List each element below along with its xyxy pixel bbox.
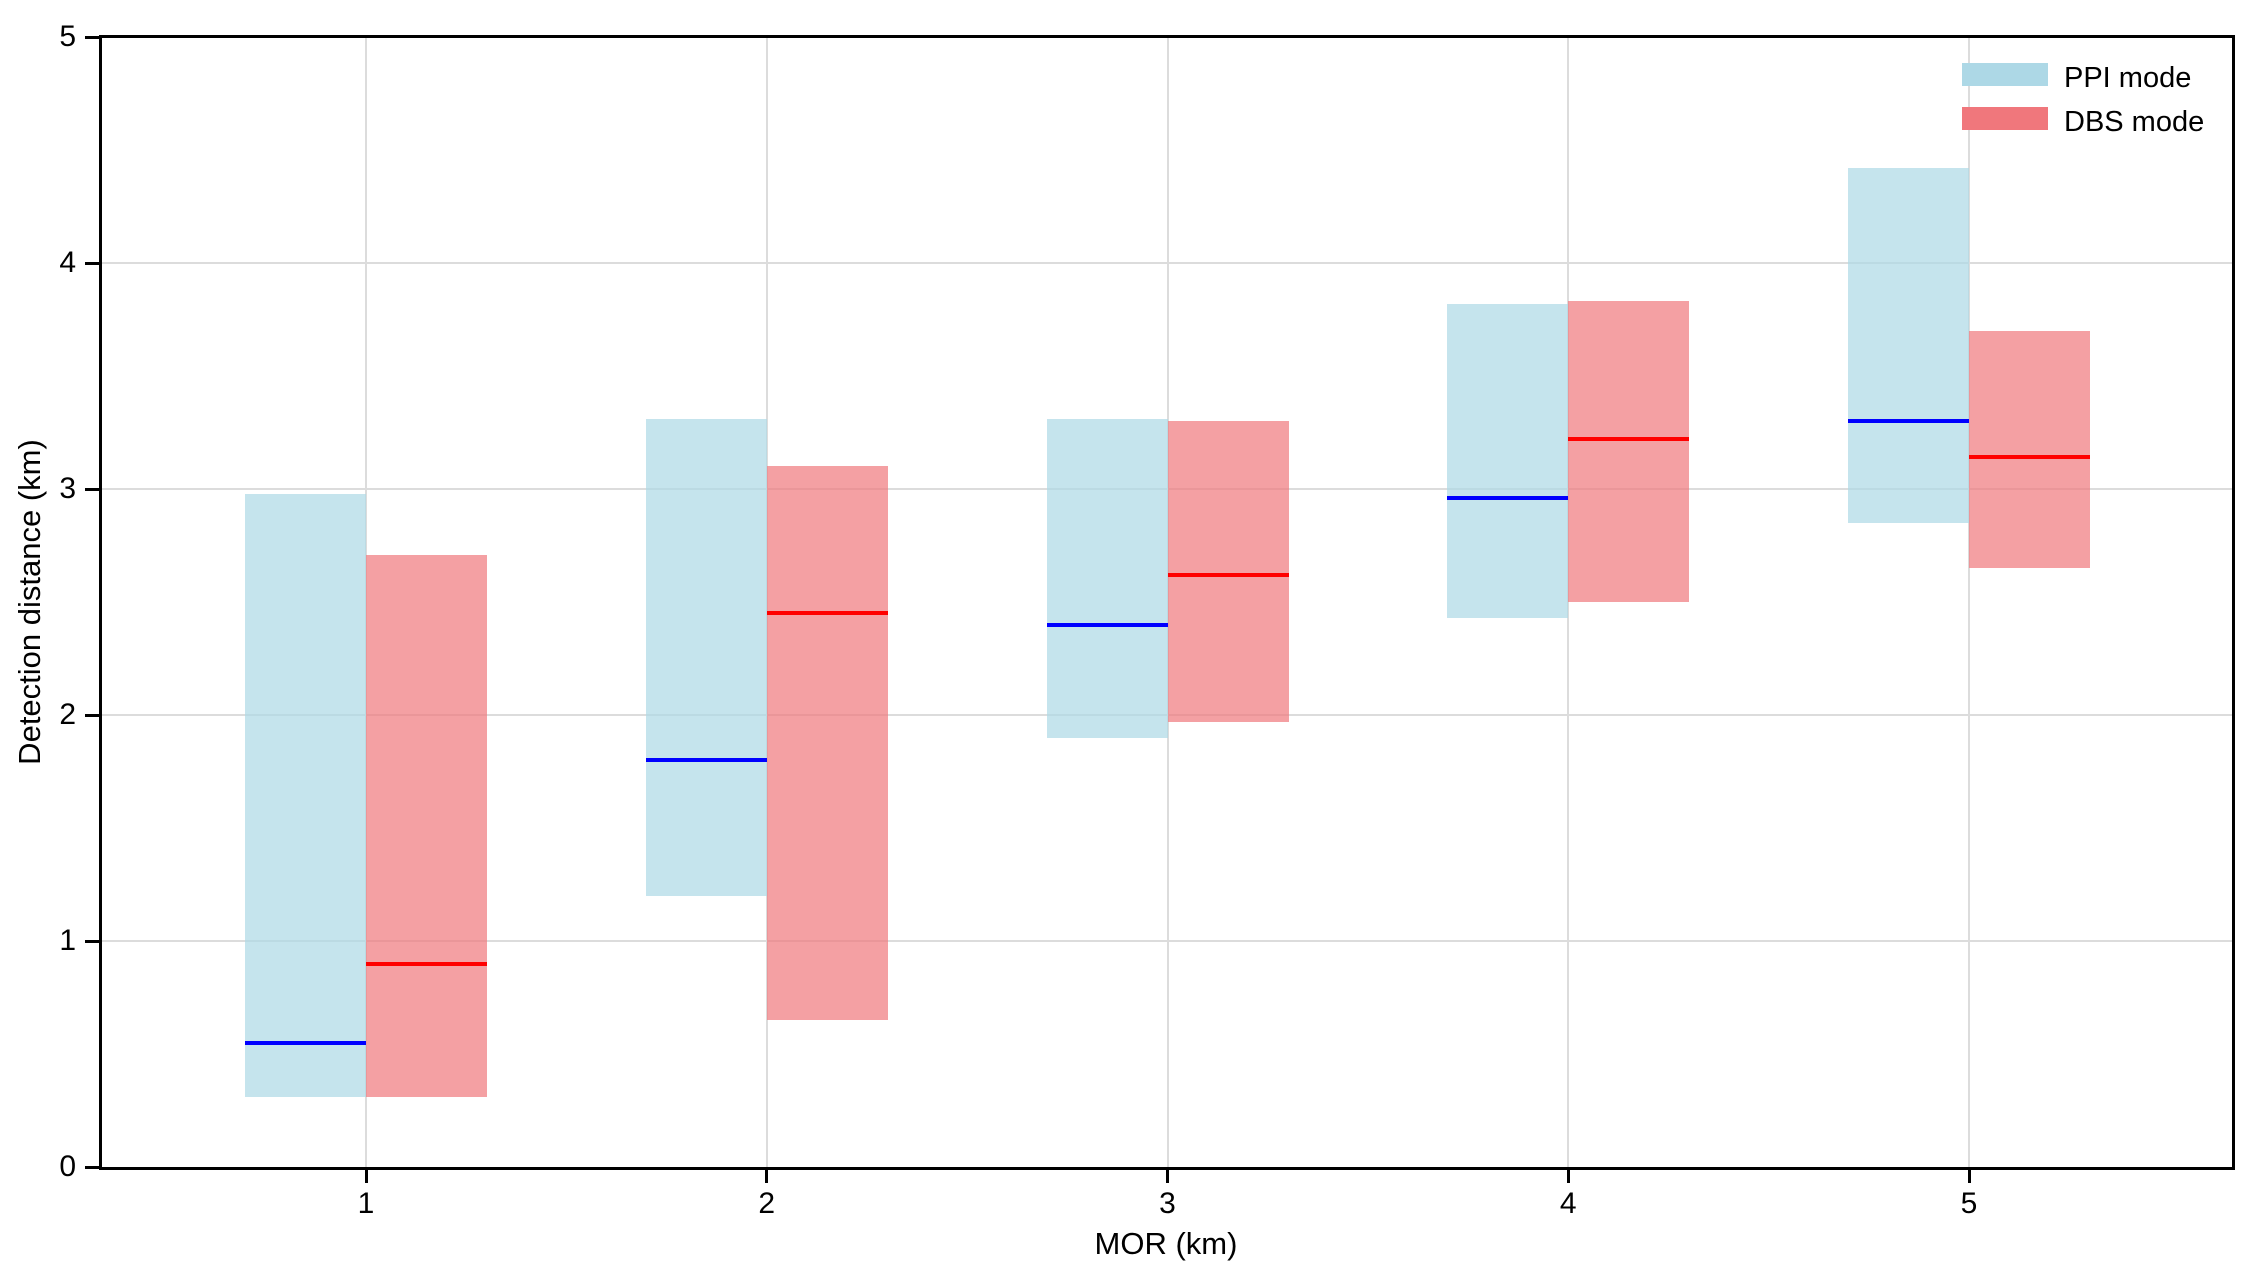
legend-swatch-ppi xyxy=(1962,63,2048,86)
ppi-median-line-4 xyxy=(1447,496,1569,501)
ppi-range-box-3 xyxy=(1046,418,1168,738)
x-axis-title: MOR (km) xyxy=(1094,1226,1238,1261)
legend-swatch-dbs xyxy=(1962,107,2048,130)
dbs-median-line-3 xyxy=(1167,572,1289,577)
x-tick-1 xyxy=(364,1170,368,1183)
y-tick-label-4: 4 xyxy=(59,246,76,279)
ppi-median-line-1 xyxy=(245,1040,366,1045)
dbs-range-box-2 xyxy=(766,466,888,1021)
ppi-median-line-5 xyxy=(1848,419,1969,424)
x-tick-label-3: 3 xyxy=(1159,1187,1176,1220)
dbs-range-box-4 xyxy=(1568,301,1690,602)
y-tick-3 xyxy=(85,487,99,491)
ppi-median-line-2 xyxy=(645,758,767,763)
y-tick-0 xyxy=(85,1165,99,1169)
y-tick-2 xyxy=(85,713,99,717)
x-tick-label-2: 2 xyxy=(758,1187,776,1220)
x-tick-5 xyxy=(1967,1170,1971,1183)
x-tick-4 xyxy=(1566,1170,1570,1183)
y-tick-label-3: 3 xyxy=(59,472,76,505)
ppi-range-box-1 xyxy=(245,493,366,1097)
plot-frame xyxy=(99,35,2235,1170)
dbs-median-line-5 xyxy=(1969,455,2090,460)
legend-label-ppi: PPI mode xyxy=(2064,61,2192,94)
dbs-median-line-4 xyxy=(1568,437,1690,442)
y-tick-label-0: 0 xyxy=(59,1150,76,1183)
y-tick-1 xyxy=(85,939,99,943)
dbs-median-line-2 xyxy=(766,611,888,616)
gridline-x-5 xyxy=(1968,37,1970,1167)
x-tick-2 xyxy=(765,1170,769,1183)
x-tick-label-5: 5 xyxy=(1960,1187,1978,1220)
y-tick-label-1: 1 xyxy=(59,924,76,957)
x-tick-3 xyxy=(1166,1170,1169,1183)
gridline-x-4 xyxy=(1567,37,1570,1167)
ppi-range-box-4 xyxy=(1447,303,1569,618)
ppi-range-box-2 xyxy=(645,418,767,896)
x-tick-label-1: 1 xyxy=(357,1187,375,1220)
y-tick-5 xyxy=(85,35,99,39)
dbs-range-box-3 xyxy=(1167,421,1289,722)
ppi-range-box-5 xyxy=(1848,168,1969,523)
legend-label-dbs: DBS mode xyxy=(2064,105,2205,138)
dbs-range-box-5 xyxy=(1969,330,2090,569)
ppi-median-line-3 xyxy=(1046,622,1168,627)
y-tick-label-2: 2 xyxy=(59,698,76,731)
dbs-range-box-1 xyxy=(366,554,487,1097)
y-tick-4 xyxy=(85,261,99,265)
y-tick-label-5: 5 xyxy=(59,20,76,53)
x-tick-label-4: 4 xyxy=(1559,1187,1577,1220)
dbs-median-line-1 xyxy=(366,961,487,966)
